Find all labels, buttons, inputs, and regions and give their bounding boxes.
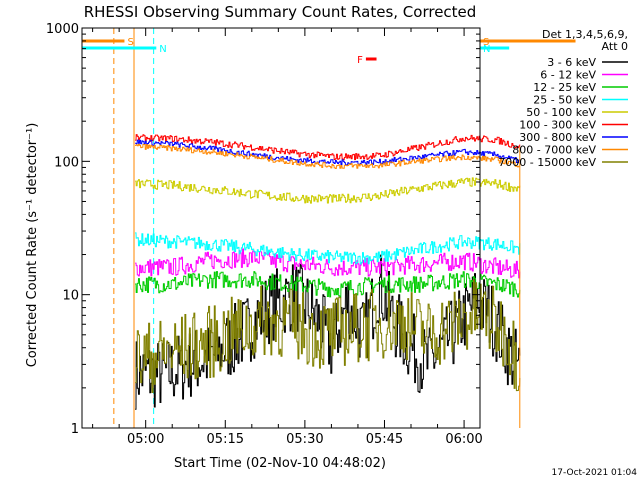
series-group <box>135 134 521 161</box>
x-tick-label: 05:00 <box>127 432 164 447</box>
series-line <box>135 271 521 298</box>
series-line <box>135 143 521 169</box>
annotation-label: S <box>483 37 489 48</box>
series-group <box>135 232 521 265</box>
annotation-label: N <box>159 44 166 55</box>
series-group <box>135 143 521 169</box>
y-tick-label: 10 <box>62 289 79 304</box>
x-tick-label: 05:30 <box>286 432 323 447</box>
series-group <box>135 254 521 410</box>
chart-title: RHESSI Observing Summary Count Rates, Co… <box>84 3 477 21</box>
series-group <box>135 279 521 393</box>
footer-timestamp: 17-Oct-2021 01:04 <box>552 468 638 478</box>
series-line <box>135 139 521 166</box>
x-tick-label: 05:45 <box>366 432 403 447</box>
series-line <box>135 232 521 265</box>
axis-ticks: 05:00 05:15 05:30 05:45 06:00 1 10 100 1000 <box>46 22 483 447</box>
series-group <box>135 177 521 204</box>
y-tick-label: 100 <box>54 155 79 170</box>
legend-header: Det 1,3,4,5,6,9, <box>542 28 628 41</box>
series-line <box>135 254 521 410</box>
series-group <box>135 248 521 279</box>
legend-label: 6 - 12 keV <box>540 69 596 82</box>
plot-frame <box>81 27 481 429</box>
legend-label: 12 - 25 keV <box>533 81 596 94</box>
x-axis-label: Start Time (02-Nov-10 04:48:02) <box>174 456 386 471</box>
series-line <box>135 177 521 204</box>
legend-label: 3 - 6 keV <box>547 56 596 69</box>
legend-label: 100 - 300 keV <box>519 119 596 132</box>
y-tick-label: 1 <box>71 422 79 437</box>
series-line <box>135 248 521 279</box>
annotation-label: S <box>127 37 133 48</box>
y-axis-label: Corrected Count Rate (s⁻¹ detector⁻¹) <box>25 123 40 368</box>
legend-label: 300 - 800 keV <box>519 131 596 144</box>
annotations: S SN NF <box>82 37 576 66</box>
x-tick-label: 05:15 <box>207 432 244 447</box>
x-tick-label: 06:00 <box>445 432 482 447</box>
legend-header: Att 0 <box>602 40 628 53</box>
legend-label: 25 - 50 keV <box>533 94 596 107</box>
annotation-label: F <box>357 55 363 66</box>
series-line <box>135 279 521 393</box>
series-group <box>135 139 521 166</box>
series-group <box>135 271 521 298</box>
series-lines <box>133 134 521 428</box>
y-tick-label: 1000 <box>46 22 79 37</box>
series-line <box>135 134 521 161</box>
annotation-label: N <box>483 44 490 55</box>
legend-label: 50 - 100 keV <box>526 106 596 119</box>
legend-label: 7000 - 15000 keV <box>498 156 596 169</box>
legend-label: 800 - 7000 keV <box>512 144 596 157</box>
